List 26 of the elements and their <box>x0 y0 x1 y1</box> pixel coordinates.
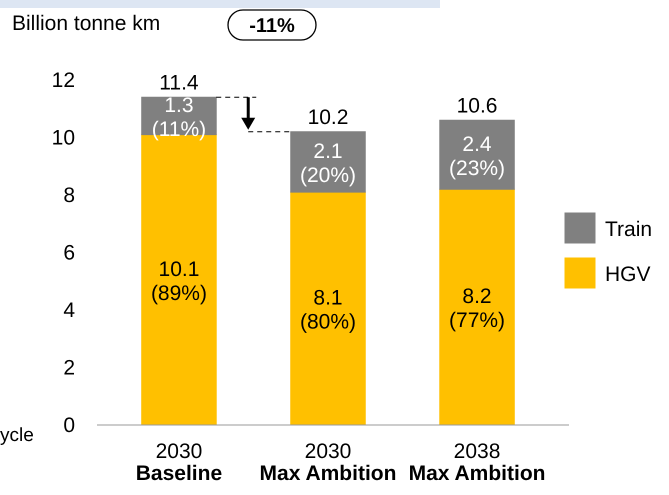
data-label: 10.1 (89%) <box>150 258 207 305</box>
y-tick-label: 6 <box>63 242 75 264</box>
data-label: 2.1 (20%) <box>300 140 356 187</box>
text: ycle <box>0 425 34 446</box>
bar <box>439 188 515 426</box>
data-label: 8.2 (77%) <box>449 285 506 332</box>
data-label: 8.1 (80%) <box>300 286 356 334</box>
y-tick-label: 0 <box>63 414 75 437</box>
total-label: 11.4 <box>159 71 199 94</box>
data-label: 2.4 (23%) <box>449 132 506 180</box>
legend-label: Train <box>605 218 652 241</box>
y-axis-title: Billion tonne km <box>12 12 160 35</box>
y-tick-label: 12 <box>52 69 75 92</box>
y-tick-label: 10 <box>52 126 75 150</box>
y-tick-label: 2 <box>63 356 75 380</box>
x-tick-label: 2038 Max Ambition <box>408 440 546 485</box>
text: -11% <box>249 15 296 37</box>
bar <box>439 120 515 190</box>
y-tick-label: 4 <box>63 299 76 322</box>
x-tick-label: 2030 Max Ambition <box>260 440 396 485</box>
y-tick-label: 8 <box>63 184 75 207</box>
legend-label: HGV <box>605 263 651 286</box>
total-label: 10.6 <box>456 94 498 118</box>
total-label: 10.2 <box>308 106 348 129</box>
x-tick-label: 2030 Baseline <box>136 440 222 485</box>
bar <box>290 192 366 426</box>
